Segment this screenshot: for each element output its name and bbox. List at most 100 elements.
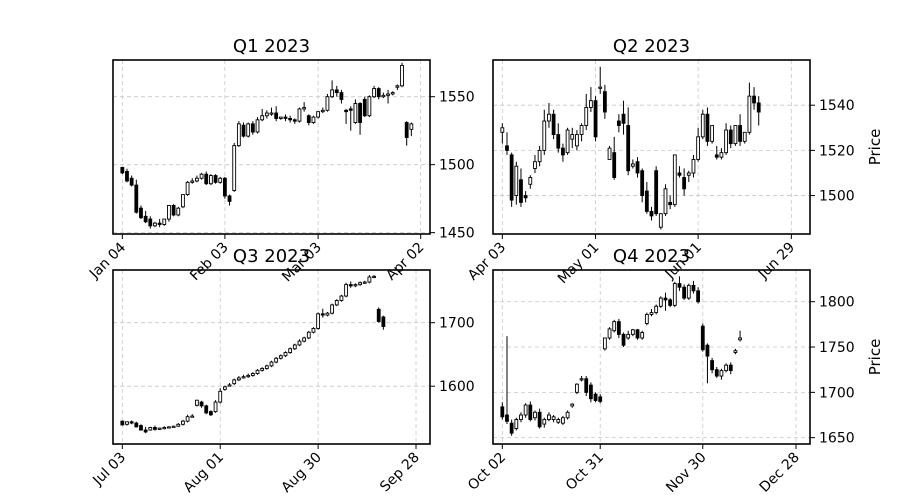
candle-body [505,414,509,422]
y-tick-label: 1700 [439,316,475,332]
candle-body [353,284,358,287]
candle-body [250,373,255,376]
candle-body [640,170,645,197]
candle-body [404,122,409,138]
candle-body [589,384,593,400]
candle-body [533,411,537,419]
candle-body [714,154,719,158]
candle-body [204,405,209,414]
candle-body [190,415,195,418]
candle-body [274,357,279,363]
candle-body [663,297,668,301]
candle-body [700,325,705,351]
candle-body [616,120,621,126]
candle-body [148,218,153,227]
candle-body [185,416,190,422]
candle-body [381,94,386,98]
candle-body [232,379,237,385]
candle-body [330,304,334,314]
candle-body [584,378,589,393]
candle-body [153,222,157,227]
candle-body [509,422,514,434]
candle-body [348,284,353,287]
candle-body [325,312,330,316]
candle-body [213,401,218,413]
candle-body [705,344,710,357]
plot-frame [112,269,431,445]
candle-body [514,165,519,197]
candle-body [316,111,321,118]
candle-body [302,107,307,110]
candle-body [602,337,607,350]
candle-body [260,367,265,371]
candle-body [519,414,523,420]
candle-body [672,154,677,206]
candle-body [255,369,260,374]
candle-body [311,116,316,123]
candle-body [500,406,505,418]
candle-body [626,333,631,339]
candle-body [297,340,302,346]
candle-body [157,222,162,225]
chart-title: Q2 2023 [613,36,690,57]
candle-body [325,96,330,111]
y-axis-label: Price [866,129,884,166]
candle-body [255,119,260,133]
candle-body [537,411,542,428]
candle-body [372,88,376,98]
candle-body [528,177,533,185]
candle-body [663,188,668,215]
candle-body [612,152,617,178]
x-tick-label: Jan 04 [86,239,129,282]
candle-body [209,411,213,416]
y-tick-label: 1600 [439,379,475,395]
candle-body [376,308,381,322]
candle-body [593,393,598,401]
candle-body [125,171,129,182]
x-tick-label: May 01 [555,240,603,288]
candle-body [630,329,635,335]
candle-body [218,390,223,403]
candle-body [320,109,325,113]
candle-body [696,136,701,160]
candle-body [339,92,344,100]
candle-body [612,321,617,332]
candle-body [190,180,195,183]
candle-body [134,422,139,428]
candle-body [616,321,621,335]
candle-body [264,112,269,117]
candle-body [500,127,505,133]
candle-body [386,93,390,96]
candle-body [621,333,626,346]
x-tick-label: Feb 03 [187,240,232,285]
candle-body [139,207,143,219]
candle-body [710,125,714,142]
candle-body [195,399,199,406]
candle-body [724,364,728,372]
candle-body [283,116,288,119]
candle-body [677,283,682,288]
candle-body [682,286,687,299]
candle-body [547,414,551,420]
candle-body [719,370,724,377]
candle-body [395,85,400,88]
candle-body [316,313,321,329]
candle-body [302,337,307,342]
candle-body [339,295,344,301]
y-tick-label: 1550 [439,90,475,106]
candle-body [686,172,691,176]
x-tick-label: Jun 29 [755,240,798,283]
candle-body [644,190,649,212]
y-tick-label: 1540 [819,98,855,114]
candle-body [288,118,293,121]
candle-body [752,95,756,104]
candle-body [236,123,241,147]
x-tick-label: Jul 03 [89,450,129,490]
candle-body [519,179,523,203]
plot-frame [492,59,811,235]
candle-body [334,300,339,306]
candle-body [705,113,710,142]
candle-body [120,166,125,174]
chart-title: Q3 2023 [233,246,310,267]
